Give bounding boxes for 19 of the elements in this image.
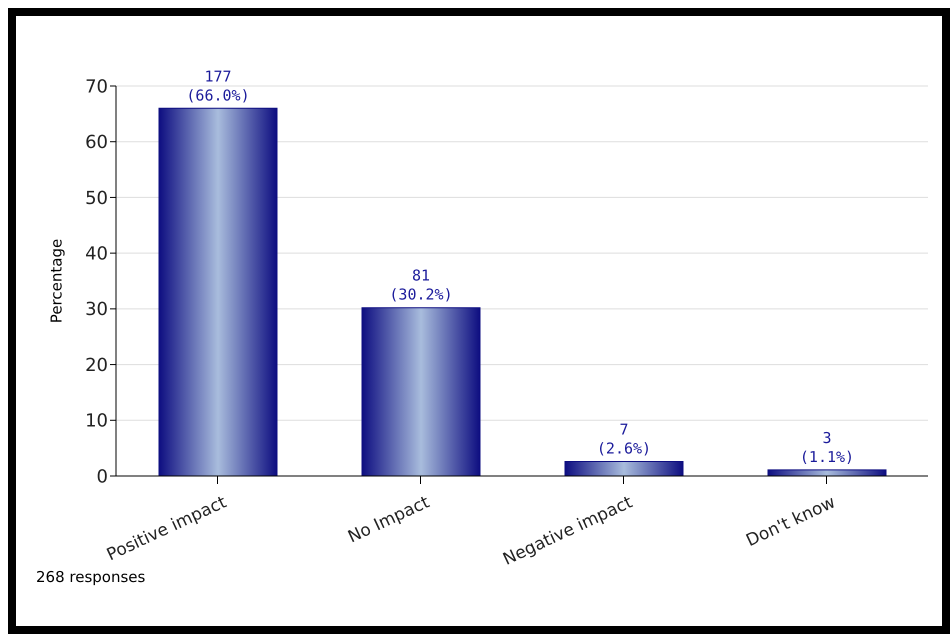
y-tick-label: 20 (85, 354, 108, 376)
y-tick-label: 30 (85, 299, 108, 320)
x-tick-label: Don't know (743, 492, 839, 552)
bar (564, 461, 684, 476)
data-label: 7 (2.6%) (596, 420, 652, 458)
y-tick-label: 60 (85, 132, 108, 154)
bar (158, 108, 278, 476)
y-tick-label: 0 (96, 466, 108, 488)
y-tick-label: 40 (85, 244, 108, 265)
y-tick-label: 50 (85, 188, 108, 209)
text: 268 responses (36, 568, 146, 586)
y-tick-label: 70 (85, 76, 108, 98)
data-label: 3 (1.1%) (800, 428, 854, 466)
data-label: 177 (66.0%) (186, 67, 250, 104)
bar (362, 307, 480, 476)
y-tick-label: 10 (85, 410, 108, 432)
y-axis-title: Percentage (47, 238, 66, 324)
data-label: 81 (30.2%) (389, 266, 453, 304)
bar (768, 469, 886, 476)
